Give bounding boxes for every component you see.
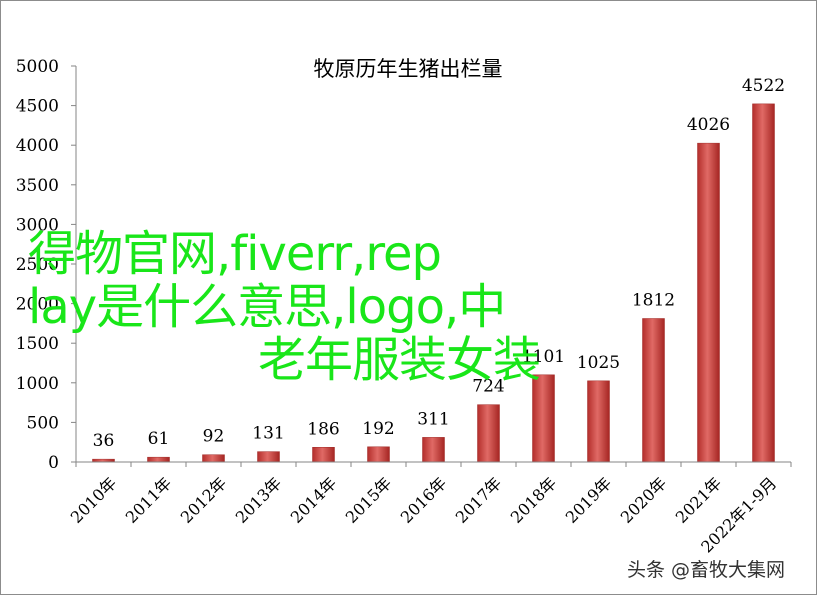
y-tick-label: 5000 xyxy=(16,57,59,77)
bar xyxy=(752,103,775,463)
y-tick-label: 1000 xyxy=(16,374,59,394)
y-tick-label: 0 xyxy=(48,453,59,473)
x-tick-label: 2018年 xyxy=(507,473,561,527)
watermark: 头条 @畜牧大集网 xyxy=(627,559,786,581)
bar xyxy=(697,142,720,463)
bar-value-label: 4026 xyxy=(687,115,730,135)
bar-value-label: 724 xyxy=(472,377,504,397)
y-tick-label: 4000 xyxy=(16,136,59,156)
y-tick-label: 3500 xyxy=(16,176,59,196)
x-tick-label: 2021年 xyxy=(672,473,726,527)
bar xyxy=(477,404,500,463)
x-tick-label: 2013年 xyxy=(232,473,286,527)
bar-value-label: 1101 xyxy=(522,347,565,367)
bar-value-label: 1812 xyxy=(632,290,675,310)
x-tick-label: 2015年 xyxy=(342,473,396,527)
bar xyxy=(532,374,555,463)
bar-value-label: 36 xyxy=(93,431,115,451)
y-tick-label: 2000 xyxy=(16,295,59,315)
bar xyxy=(367,446,390,463)
bar-value-label: 4522 xyxy=(742,76,785,96)
bar-value-label: 131 xyxy=(252,424,284,444)
bar xyxy=(147,456,170,463)
bar-value-label: 92 xyxy=(203,427,225,447)
bar-value-label: 192 xyxy=(362,419,394,439)
bar xyxy=(422,437,445,463)
bar-value-label: 61 xyxy=(148,429,170,449)
x-tick-label: 2016年 xyxy=(397,473,451,527)
y-tick-label: 3000 xyxy=(16,215,59,235)
bar-value-label: 1025 xyxy=(577,353,620,373)
x-tick-label: 2014年 xyxy=(287,473,341,527)
x-tick-label: 2010年 xyxy=(67,473,121,527)
bar-value-label: 311 xyxy=(417,409,449,429)
x-tick-label: 2017年 xyxy=(452,473,506,527)
bar xyxy=(587,380,610,463)
y-tick-label: 2500 xyxy=(16,255,59,275)
bar xyxy=(202,454,225,463)
x-tick-label: 2011年 xyxy=(122,473,176,527)
chart-title: 牧原历年生猪出栏量 xyxy=(314,57,503,81)
x-tick-label: 2012年 xyxy=(177,473,231,527)
x-tick-label: 2020年 xyxy=(617,473,671,527)
x-tick-label: 2019年 xyxy=(562,473,616,527)
bar xyxy=(642,318,665,463)
bar xyxy=(257,451,280,463)
y-tick-label: 4500 xyxy=(16,97,59,117)
bar xyxy=(312,447,335,463)
y-tick-label: 1500 xyxy=(16,334,59,354)
y-tick-label: 500 xyxy=(27,413,59,433)
bar-value-label: 186 xyxy=(307,419,339,439)
